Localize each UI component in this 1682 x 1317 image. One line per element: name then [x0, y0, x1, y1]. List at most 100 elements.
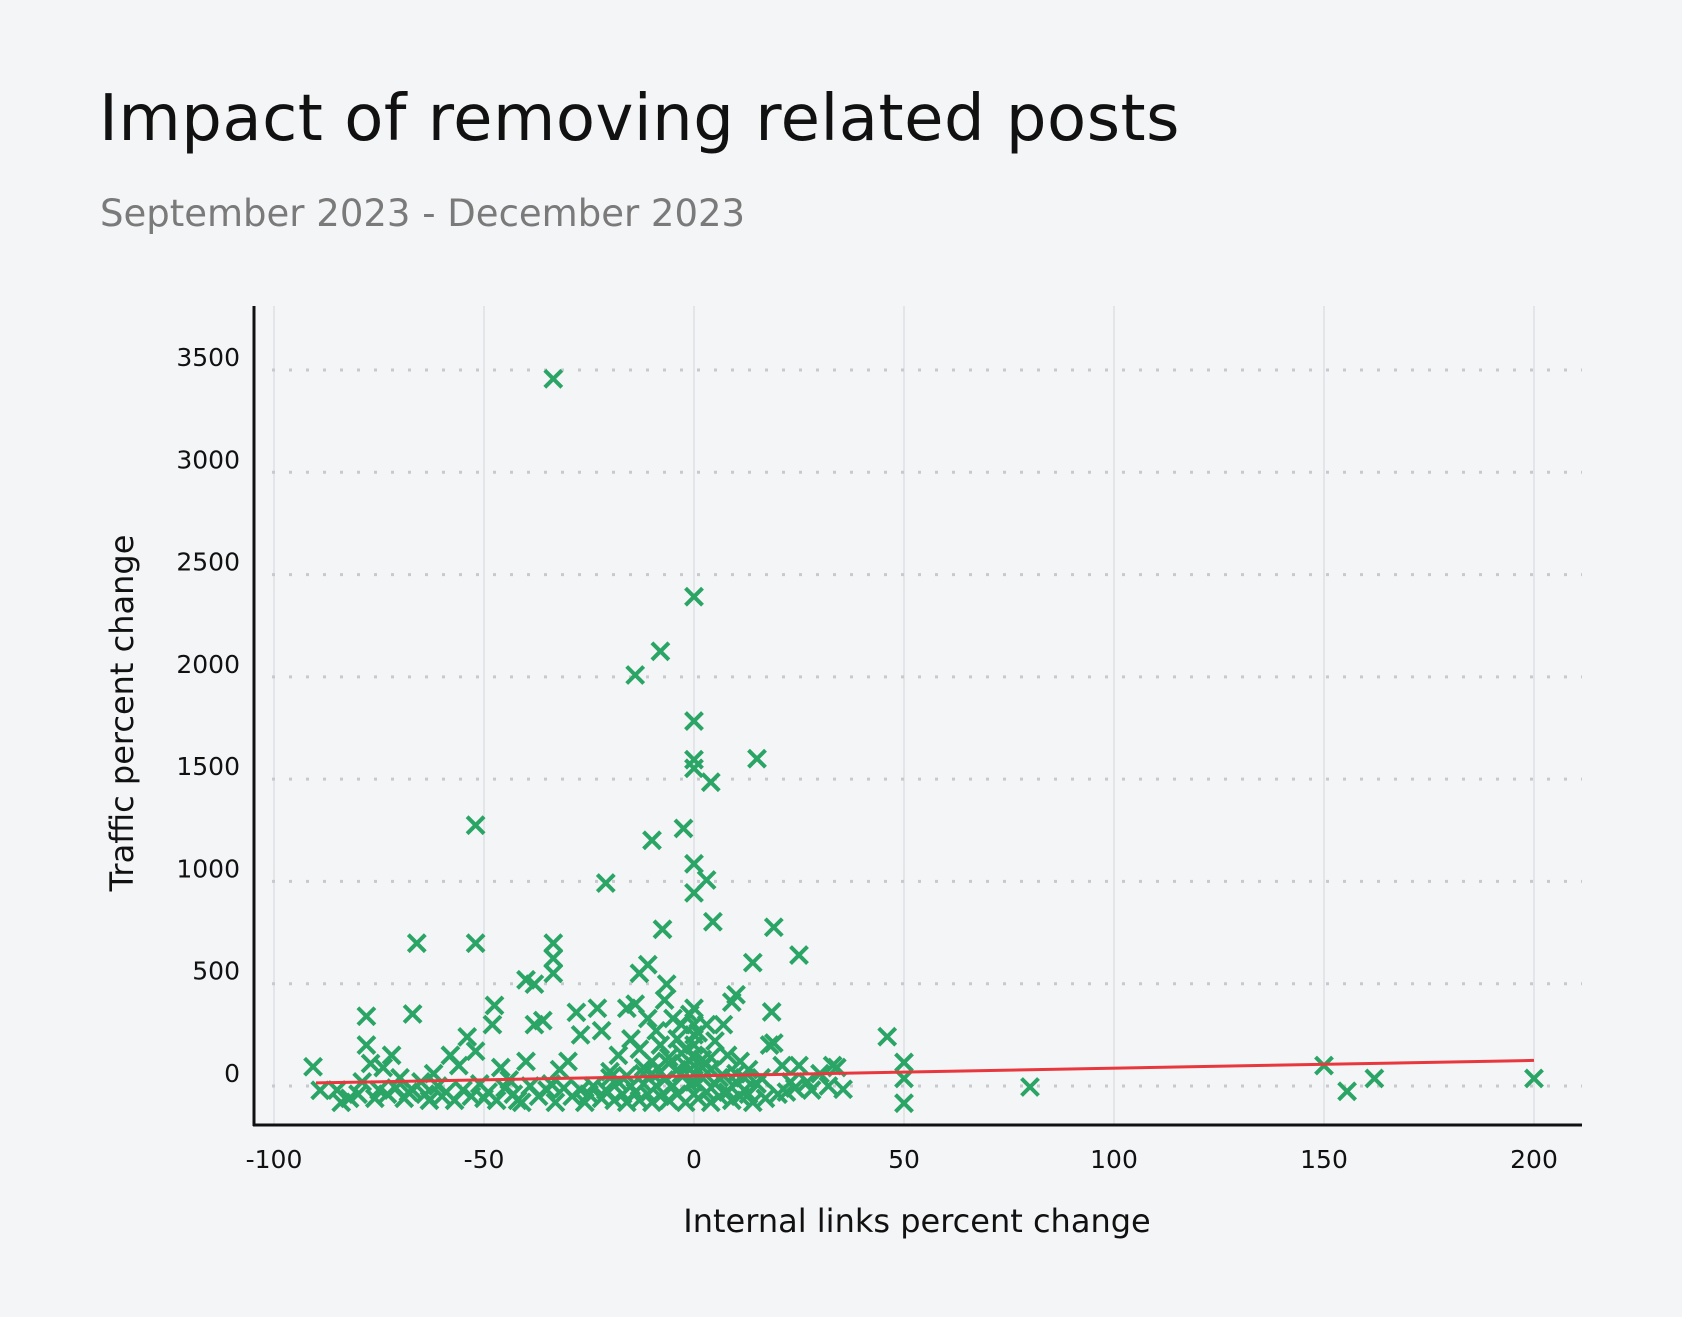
data-point: [537, 1080, 557, 1101]
data-point: [818, 1076, 839, 1096]
data-point: [633, 1063, 654, 1084]
data-point: [356, 1035, 377, 1056]
data-point: [675, 1092, 696, 1113]
data-point: [684, 882, 704, 903]
data-point: [629, 963, 650, 984]
gridlines: [272, 306, 1582, 1124]
data-point: [684, 711, 704, 731]
data-point: [570, 1024, 591, 1045]
data-points: [303, 368, 1544, 1114]
data-point: [543, 933, 564, 954]
trend-line: [315, 1058, 1535, 1085]
data-point: [543, 368, 564, 389]
data-point: [784, 1078, 805, 1098]
data-point: [734, 1067, 755, 1088]
data-point: [484, 995, 505, 1016]
y-tick-label: 1000: [176, 854, 240, 883]
data-point: [700, 772, 721, 793]
data-point: [656, 974, 677, 995]
y-tick-label: 1500: [176, 752, 240, 781]
data-point: [675, 1055, 696, 1076]
y-tick-label: 3500: [176, 343, 240, 372]
data-point: [1337, 1081, 1358, 1102]
chart-subtitle: September 2023 - December 2023: [100, 192, 746, 235]
data-point: [327, 1080, 347, 1101]
data-point: [684, 853, 704, 874]
data-point: [516, 1051, 536, 1072]
data-point: [457, 1026, 478, 1047]
data-point: [595, 873, 616, 893]
data-point: [742, 952, 763, 973]
data-point: [673, 818, 694, 839]
data-point: [642, 830, 662, 851]
x-tick-label: 100: [1090, 1145, 1138, 1174]
data-point: [702, 911, 723, 932]
x-tick-label: 200: [1510, 1145, 1558, 1174]
data-point: [465, 1041, 486, 1062]
data-point: [608, 1045, 629, 1066]
data-point: [566, 1002, 587, 1023]
y-tick-label: 500: [192, 957, 240, 986]
data-point: [763, 1033, 784, 1053]
data-point: [747, 1074, 767, 1094]
data-point: [696, 1014, 717, 1035]
data-point: [833, 1079, 854, 1100]
data-point: [671, 1043, 692, 1064]
y-tick-label: 0: [224, 1059, 240, 1088]
data-point: [1524, 1068, 1544, 1089]
y-tick-label: 3000: [176, 445, 240, 474]
y-tick-label: 2000: [176, 650, 240, 679]
data-point: [490, 1057, 511, 1078]
data-point: [654, 990, 675, 1010]
data-point: [650, 1035, 671, 1056]
x-tick-label: 50: [888, 1145, 920, 1174]
data-point: [348, 1084, 368, 1105]
data-point: [303, 1056, 323, 1077]
data-point: [406, 933, 427, 954]
data-point: [465, 933, 486, 954]
data-point: [894, 1093, 914, 1114]
data-point: [448, 1055, 469, 1076]
data-point: [511, 1092, 532, 1113]
data-point: [543, 948, 564, 969]
x-tick-label: 0: [686, 1145, 702, 1174]
data-point: [801, 1080, 822, 1101]
chart-title: Impact of removing related posts: [99, 82, 1180, 156]
data-point: [717, 1045, 738, 1066]
data-point: [642, 1051, 662, 1072]
data-point: [461, 1086, 482, 1107]
data-point: [381, 1045, 402, 1066]
data-point: [646, 1020, 667, 1041]
data-point: [356, 1006, 377, 1027]
data-point: [877, 1026, 898, 1047]
tick-labels: -100 -50 0 50 100 150 200050010001500200025003…: [176, 343, 1557, 1174]
data-point: [761, 1002, 782, 1022]
data-point: [789, 1055, 809, 1076]
data-point: [543, 963, 564, 984]
y-tick-label: 2500: [176, 548, 240, 577]
x-axis-label: Internal links percent change: [683, 1202, 1150, 1240]
data-point: [894, 1052, 914, 1073]
data-point: [650, 641, 671, 662]
data-point: [373, 1057, 394, 1078]
x-tick-label: -50: [464, 1145, 505, 1174]
x-tick-label: -100: [246, 1145, 303, 1174]
data-point: [419, 1090, 440, 1111]
data-point: [713, 1014, 734, 1035]
data-point: [574, 1092, 595, 1113]
data-point: [310, 1080, 331, 1101]
data-point: [558, 1051, 578, 1072]
data-point: [591, 1020, 612, 1041]
data-point: [772, 1055, 793, 1076]
data-point: [700, 1047, 721, 1068]
x-tick-label: 150: [1300, 1145, 1348, 1174]
data-point: [637, 1008, 658, 1029]
data-point: [465, 815, 486, 836]
data-point: [486, 1090, 507, 1111]
data-point: [482, 1014, 503, 1035]
data-point: [545, 1092, 566, 1113]
data-point: [684, 758, 704, 779]
data-point: [625, 665, 646, 685]
y-axis-label: Traffic percent change: [103, 535, 141, 893]
